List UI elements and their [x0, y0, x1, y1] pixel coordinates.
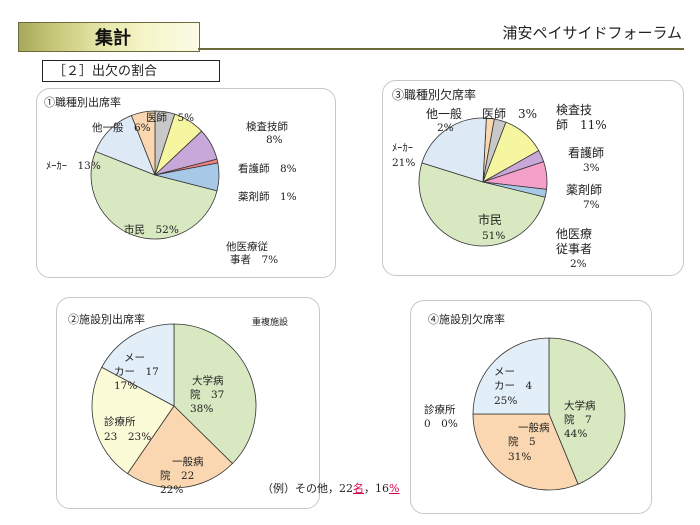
chart-title: ③職種別欠席率 — [392, 88, 477, 102]
label-maker: ﾒｰｶｰ 13% — [46, 160, 101, 172]
label-other-medical-2: 事者 7% — [230, 254, 279, 266]
pie-slice — [126, 405, 234, 489]
label-maker-2: カー 4 — [494, 380, 533, 392]
label-other-medical-2: 従事者 — [556, 242, 593, 256]
label-general-hospital-2: 院 22 — [160, 470, 195, 482]
example-note: （例）その他，22名，16% — [262, 480, 399, 496]
pie-slice — [90, 150, 218, 240]
label-university-hospital-1: 大学病 — [564, 400, 596, 412]
label-maker-3: 17% — [114, 380, 138, 392]
label-other-medical-1: 他医療従 — [226, 241, 268, 253]
label-other-general-2: 2% — [437, 122, 454, 134]
pie-slice — [472, 337, 550, 415]
label-general-hospital-1: 一般病 — [518, 422, 550, 434]
label-nurse: 看護師 8% — [238, 163, 297, 175]
pie-slice — [101, 323, 175, 407]
label-university-hospital-1: 大学病 — [192, 375, 224, 387]
label-other-medical-3: 2% — [570, 258, 587, 270]
label-university-hospital-3: 38% — [190, 403, 214, 415]
pie-chart-occupation-attendance — [90, 110, 220, 240]
pie-slice — [130, 110, 156, 176]
pie-slice — [548, 337, 626, 485]
label-lab-tech-2: 8% — [266, 134, 283, 146]
label-general-hospital-3: 31% — [508, 451, 532, 463]
header-bar — [18, 22, 200, 52]
label-citizen-2: 51% — [482, 230, 506, 242]
chart-title: ②施設別出席率 — [68, 313, 145, 326]
label-university-hospital-2: 院 7 — [564, 414, 592, 426]
label-general-hospital-1: 一般病 — [172, 456, 204, 468]
pie-chart-facility-absence — [472, 337, 626, 491]
example-unit-percent: % — [389, 482, 400, 495]
example-prefix: （例）その他，22 — [262, 482, 353, 495]
label-clinic-1: 診療所 — [424, 404, 456, 416]
section-heading: ［２］出欠の割合 — [42, 60, 220, 82]
label-maker-3: 25% — [494, 395, 518, 407]
label-nurse-1: 看護師 — [568, 146, 605, 160]
example-unit-count: 名 — [353, 482, 364, 495]
label-doctor: 医師 5% — [146, 112, 195, 124]
label-other-medical-1: 他医療 — [556, 227, 593, 241]
label-doctor: 医師 3% — [482, 107, 538, 121]
label-maker-2: カー 17 — [114, 366, 159, 378]
label-lab-tech-1: 検査技師 — [246, 121, 288, 133]
page-title: 集計 — [95, 28, 131, 49]
label-university-hospital-3: 44% — [564, 428, 588, 440]
label-pharmacist: 薬剤師 1% — [238, 191, 297, 203]
label-lab-tech-2: 師 11% — [556, 118, 607, 132]
label-maker-1: メー — [494, 366, 515, 378]
pie-slice — [173, 323, 257, 465]
label-pharmacist-2: 7% — [583, 199, 600, 211]
label-maker-1: ﾒｰｶｰ — [392, 142, 413, 154]
example-mid: ，16 — [364, 482, 389, 495]
label-general-hospital-2: 院 5 — [508, 436, 536, 448]
chart-title: ①職種別出席率 — [44, 96, 121, 109]
label-maker-1: メー — [124, 352, 145, 364]
label-general-hospital-3: 22% — [160, 484, 184, 496]
header-divider — [198, 48, 684, 50]
pie-chart-occupation-absence — [418, 117, 548, 247]
label-university-hospital-2: 院 37 — [190, 389, 225, 401]
pie-slice — [472, 413, 579, 491]
label-lab-tech-1: 検査技 — [556, 103, 593, 117]
pie-slice — [91, 366, 175, 475]
label-clinic-2: 0 0% — [424, 418, 458, 430]
label-other-general: 他一般 6% — [92, 122, 151, 134]
label-maker-2: 21% — [392, 157, 416, 169]
label-citizen: 市民 52% — [124, 224, 179, 236]
label-nurse-2: 3% — [583, 162, 600, 174]
chart-note: 重複施設 — [252, 318, 289, 328]
chart-title: ④施設別欠席率 — [428, 313, 505, 326]
label-clinic-1: 診療所 — [104, 416, 136, 428]
label-clinic-2: 23 23% — [104, 431, 152, 443]
label-citizen-1: 市民 — [478, 213, 503, 227]
brand-name: 浦安ペイサイドフォーラム — [502, 24, 682, 42]
pie-slice — [418, 162, 546, 247]
label-other-general-1: 他一般 — [426, 107, 463, 121]
pie-slice — [421, 117, 487, 183]
pie-chart-facility-attendance — [91, 323, 257, 489]
label-pharmacist-1: 薬剤師 — [566, 183, 603, 197]
